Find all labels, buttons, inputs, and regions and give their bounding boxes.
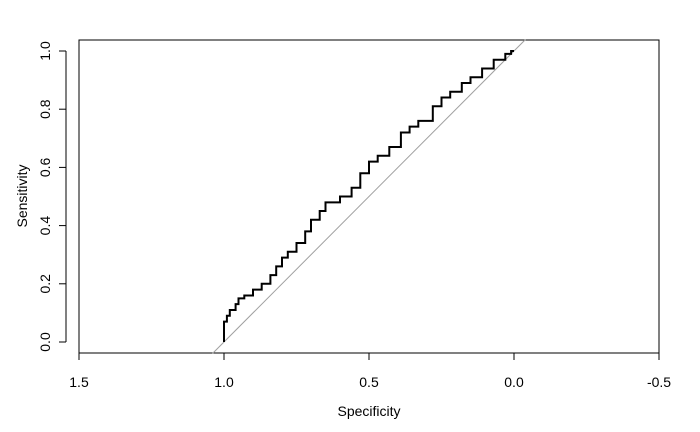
y-axis-title: Sensitivity [14, 164, 30, 227]
y-axis: 0.0 0.2 0.4 0.6 0.8 1.0 [37, 41, 67, 352]
y-tick-label: 1.0 [37, 41, 53, 61]
y-tick-label: 0.8 [37, 99, 53, 119]
x-axis: 1.5 1.0 0.5 0.0 -0.5 [69, 352, 671, 390]
reference-diagonal-line [212, 39, 526, 354]
x-tick-label: 0.5 [359, 374, 379, 390]
y-tick-label: 0.6 [37, 157, 53, 177]
y-tick-label: 0.2 [37, 274, 53, 294]
y-tick-label: 0.0 [37, 332, 53, 352]
x-tick-label: -0.5 [647, 374, 671, 390]
x-axis-title: Specificity [337, 403, 400, 419]
x-tick-label: 0.0 [504, 374, 524, 390]
x-tick-label: 1.0 [214, 374, 234, 390]
y-tick-label: 0.4 [37, 216, 53, 236]
x-tick-label: 1.5 [69, 374, 89, 390]
roc-curve-line [223, 50, 514, 342]
